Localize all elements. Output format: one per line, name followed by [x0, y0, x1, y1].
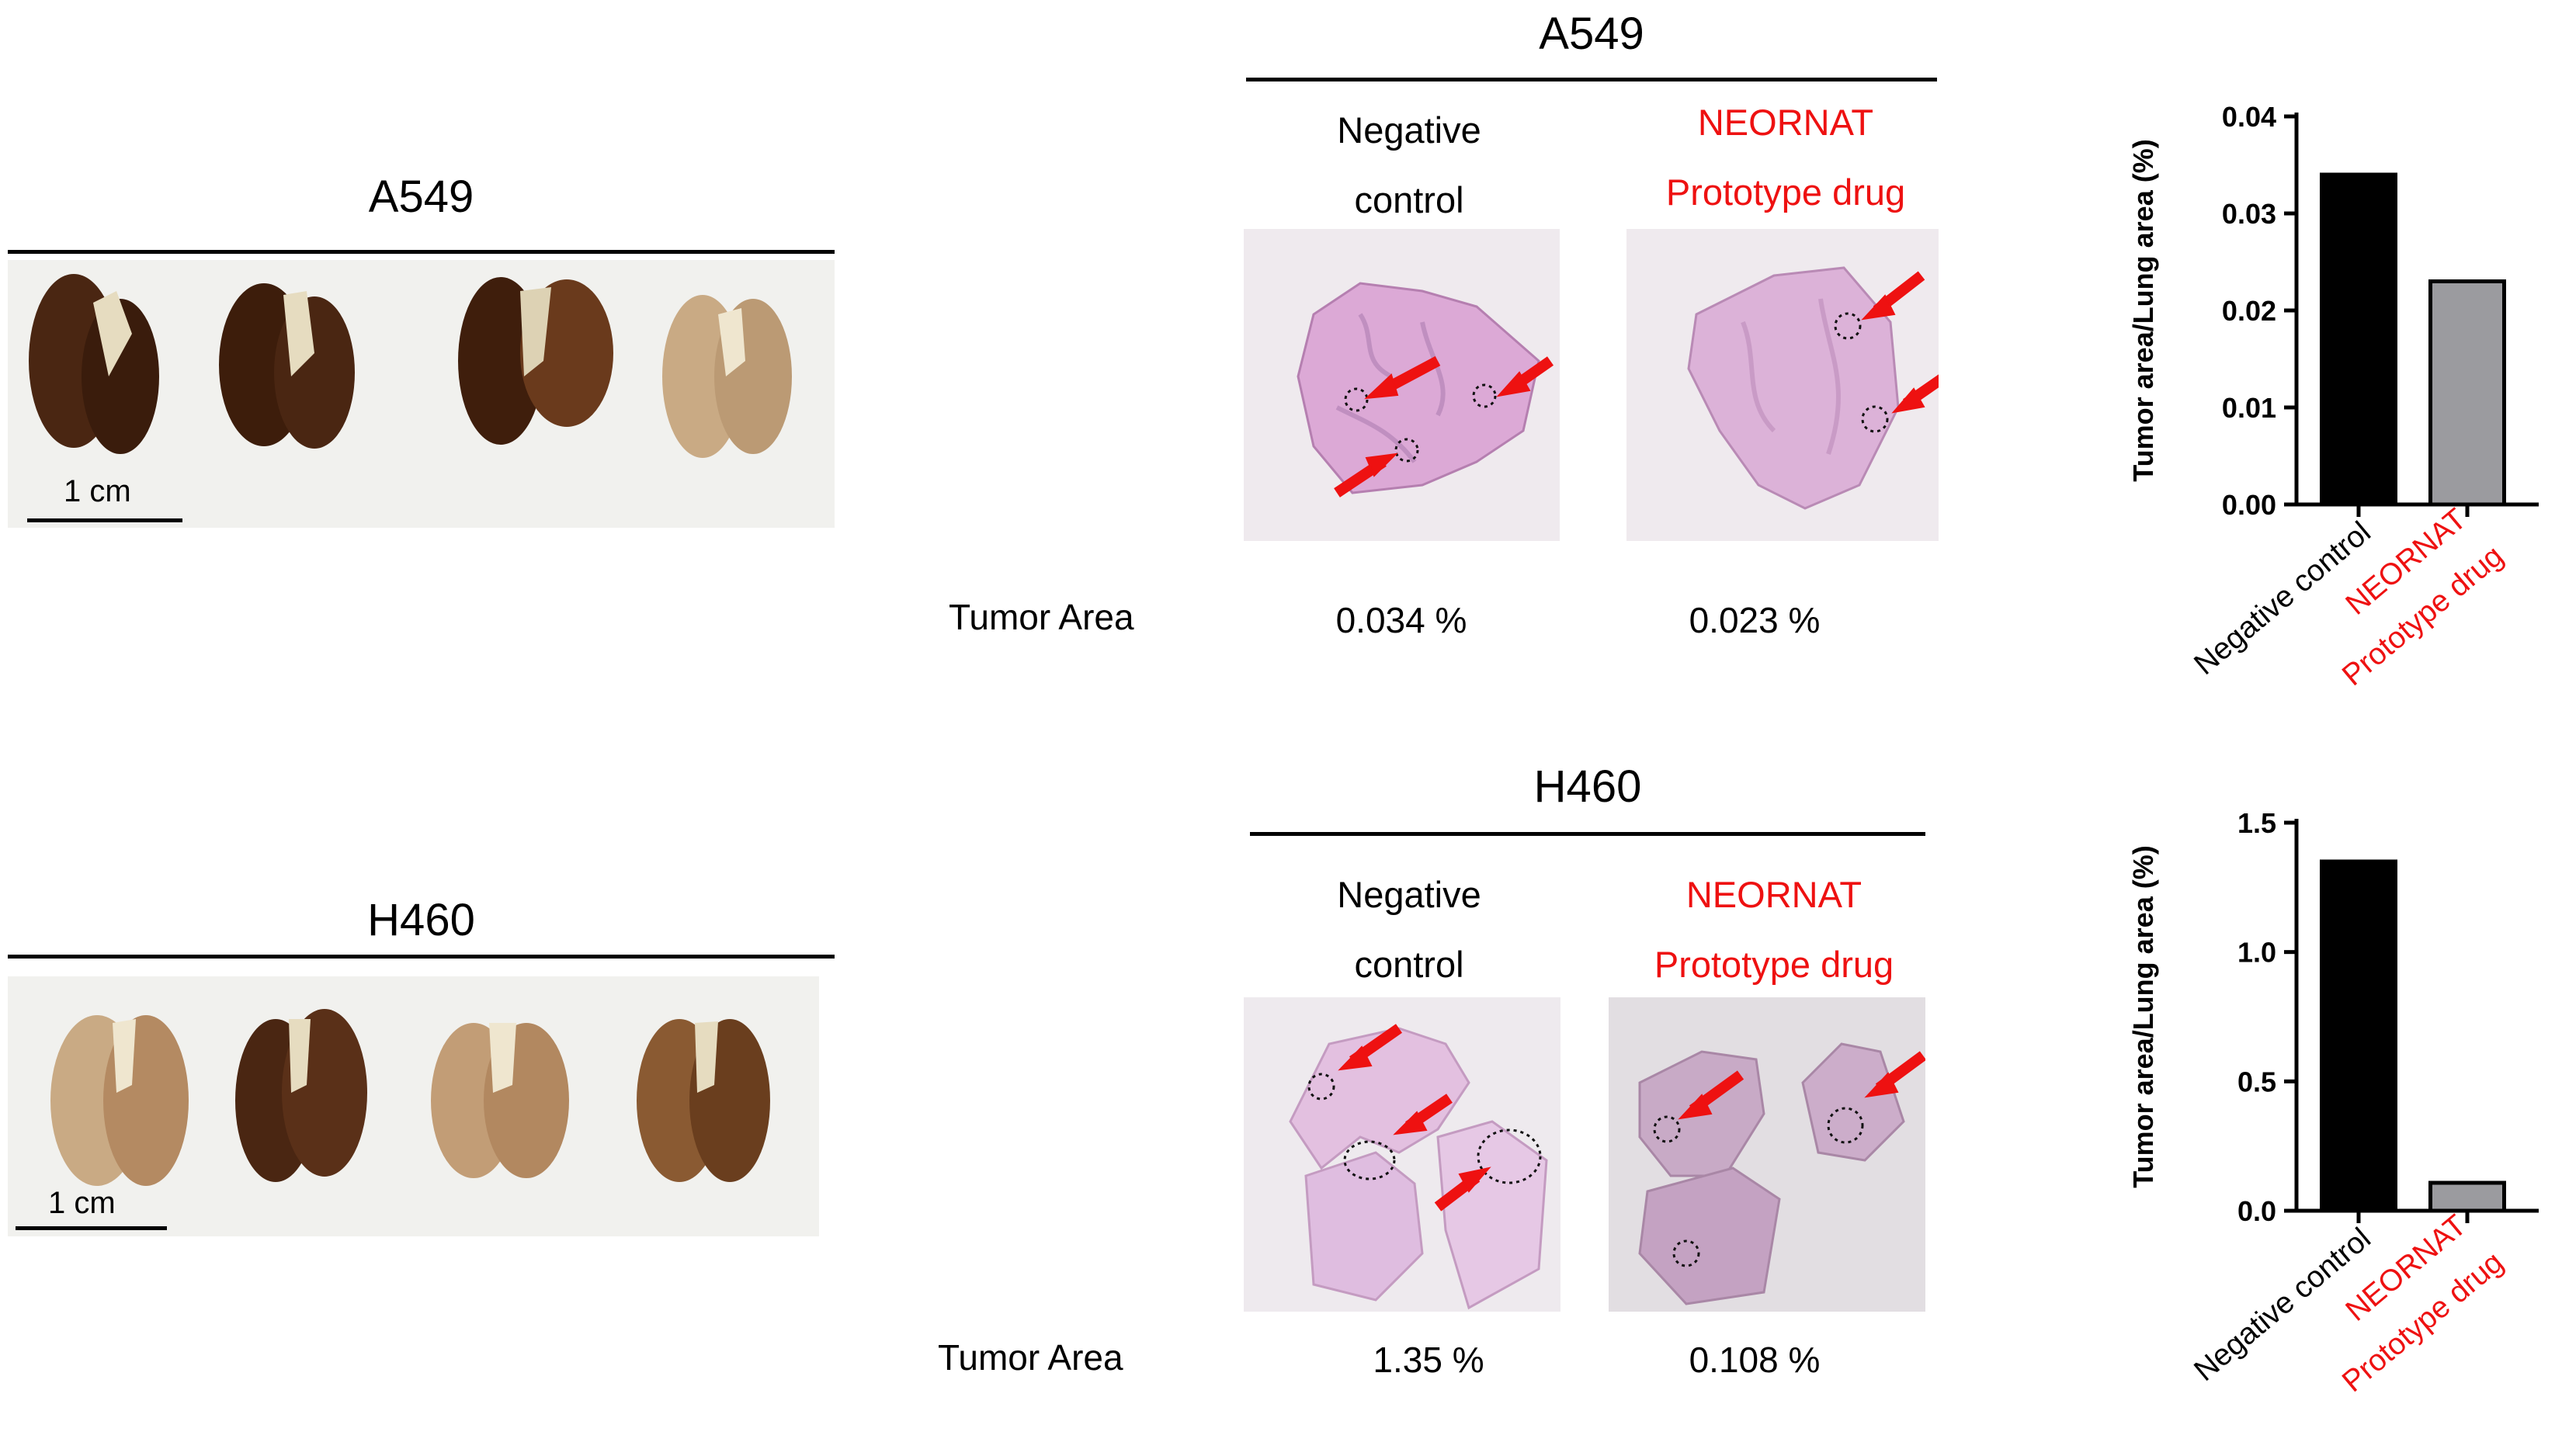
- tumor-marker: [1472, 383, 1497, 408]
- lung-specimen: [50, 1015, 189, 1186]
- y-tick-label: 0.04: [2222, 101, 2276, 133]
- a549-photo-title: A549: [368, 172, 474, 222]
- red-arrow-icon: [1338, 1024, 1403, 1071]
- a549-tumor-area-label: Tumor Area: [949, 597, 1134, 637]
- lung-specimen: [458, 277, 613, 445]
- tumor-marker: [1477, 1128, 1542, 1184]
- h460-histology-drug: [1609, 997, 1925, 1312]
- y-tick-label: 0.01: [2222, 392, 2276, 424]
- y-axis-label: Tumor area/Lung area (%): [2127, 139, 2159, 481]
- h460-histology-negative: [1244, 997, 1560, 1312]
- tumor-marker: [1653, 1115, 1681, 1143]
- red-arrow-icon: [1891, 374, 1939, 414]
- a549-tumor-area-drug: 0.023 %: [1689, 600, 1821, 640]
- lung-specimen: [662, 295, 792, 458]
- h460-tumor-area-negative: 1.35 %: [1373, 1340, 1484, 1380]
- h460-col-negative-line1: Negative: [1337, 874, 1481, 915]
- scale-bar: [16, 1226, 167, 1230]
- a549-col-negative-line1: Negative: [1337, 109, 1481, 151]
- lung-specimen: [637, 1019, 770, 1182]
- tumor-marker: [1827, 1107, 1864, 1144]
- bar-negative-control: [2320, 859, 2397, 1213]
- h460-col-drug-line1: NEORNAT: [1685, 874, 1862, 915]
- tumor-marker: [1394, 438, 1419, 463]
- a549-histology-drug: [1626, 229, 1939, 541]
- red-arrow-icon: [1678, 1070, 1744, 1120]
- y-tick-label: 0.00: [2222, 489, 2276, 521]
- lung-specimen: [29, 274, 159, 454]
- scale-bar-label: 1 cm: [48, 1186, 116, 1220]
- bar-drug: [2428, 1180, 2506, 1213]
- a549-col-drug-line2: Prototype drug: [1665, 172, 1906, 213]
- scale-bar: [27, 518, 182, 522]
- y-tick-label: 1.0: [2237, 937, 2276, 969]
- red-arrow-icon: [1334, 452, 1398, 497]
- red-arrow-icon: [1496, 356, 1554, 397]
- y-tick-label: 1.5: [2237, 807, 2276, 839]
- y-tick-label: 0.0: [2237, 1195, 2276, 1227]
- a549-col-negative-line2: control: [1354, 179, 1464, 220]
- h460-histo-title: H460: [1533, 761, 1642, 812]
- tumor-marker: [1834, 312, 1862, 340]
- tumor-marker: [1344, 387, 1369, 412]
- a549-tumor-area-negative: 0.034 %: [1335, 600, 1467, 640]
- a549-histology-negative: [1244, 229, 1560, 541]
- red-arrow-icon: [1861, 271, 1925, 321]
- y-axis-label: Tumor area/Lung area (%): [2127, 845, 2159, 1187]
- h460-tumor-area-drug: 0.108 %: [1689, 1340, 1821, 1380]
- h460-col-negative-line2: control: [1354, 944, 1464, 985]
- tumor-marker: [1343, 1140, 1396, 1180]
- red-arrow-icon: [1393, 1094, 1453, 1135]
- lung-specimen: [235, 1009, 367, 1182]
- h460-tumor-area-label: Tumor Area: [938, 1337, 1123, 1378]
- lung-specimen: [219, 283, 355, 449]
- a549-histo-title: A549: [1539, 9, 1644, 59]
- h460-col-drug-line2: Prototype drug: [1654, 944, 1894, 985]
- h460-histo-title-rule: [1250, 832, 1925, 836]
- y-tick-label: 0.03: [2222, 198, 2276, 230]
- h460-lung-photo: 1 cm: [8, 976, 819, 1236]
- y-tick-label: 0.02: [2222, 295, 2276, 327]
- tumor-marker: [1307, 1073, 1335, 1101]
- tumor-marker: [1861, 405, 1889, 433]
- y-tick-label: 0.5: [2237, 1066, 2276, 1097]
- red-arrow-icon: [1864, 1051, 1925, 1098]
- scale-bar-label: 1 cm: [64, 474, 131, 508]
- h460-photo-title: H460: [367, 895, 475, 945]
- red-arrow-icon: [1364, 355, 1441, 400]
- a549-col-drug-line1: NEORNAT: [1697, 102, 1874, 143]
- a549-photo-title-rule: [8, 250, 835, 254]
- bar-drug: [2428, 279, 2506, 507]
- red-arrow-icon: [1434, 1167, 1491, 1212]
- a549-histo-title-rule: [1246, 78, 1937, 81]
- tumor-marker: [1672, 1239, 1700, 1267]
- lung-specimen: [431, 1023, 569, 1178]
- h460-photo-title-rule: [8, 955, 835, 959]
- a549-lung-photo: 1 cm: [8, 260, 835, 528]
